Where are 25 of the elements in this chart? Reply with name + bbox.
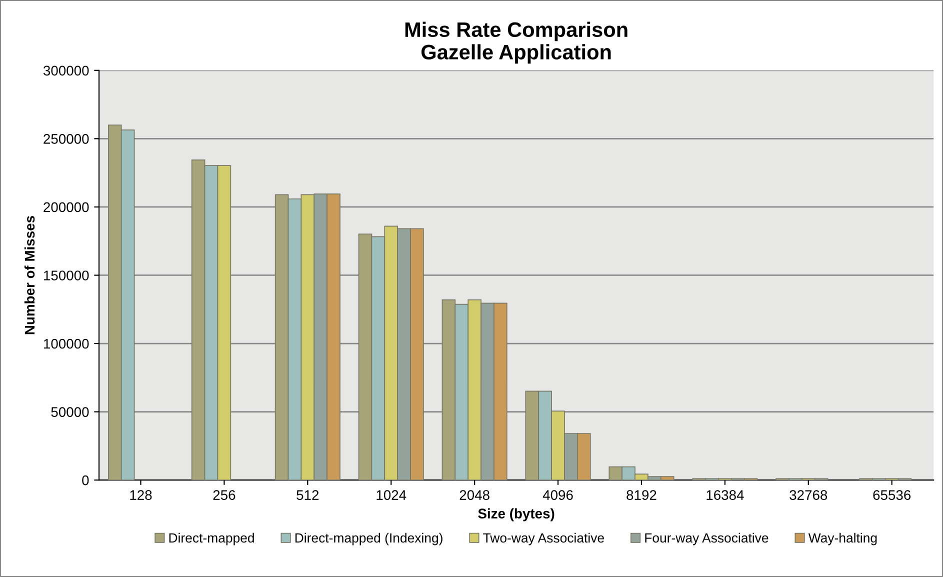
y-tick-label: 100000 (44, 338, 89, 349)
x-tick-label: 2048 (460, 490, 490, 500)
y-tick-label: 150000 (44, 270, 89, 280)
legend-label: Four-way Associative (645, 532, 768, 546)
x-tick-label: 32768 (790, 490, 828, 500)
y-tick-label: 50000 (51, 407, 89, 417)
x-tick-label: 8192 (626, 490, 656, 500)
x-tick-label: 256 (213, 490, 236, 500)
y-axis-title: Number of Misses (24, 216, 35, 334)
legend-label: Way-halting (808, 532, 877, 546)
y-tick-label: 250000 (44, 134, 89, 144)
x-tick-label: 128 (130, 490, 152, 500)
legend-label: Direct-mapped (169, 532, 254, 546)
y-tick-label: 0 (82, 475, 89, 486)
x-tick-label: 16384 (706, 490, 744, 500)
x-tick-label: 512 (296, 490, 319, 500)
x-tick-label: 1024 (376, 490, 406, 500)
x-tick-label: 65536 (873, 490, 911, 500)
x-axis-title: Size (bytes) (478, 508, 554, 522)
chart-title: Miss Rate Comparison Gazelle Application (405, 22, 628, 64)
y-tick-label: 300000 (43, 66, 89, 76)
x-tick-label: 4096 (542, 490, 573, 500)
legend-label: Direct-mapped (Indexing) (295, 532, 442, 546)
legend-label: Two-way Associative (483, 532, 604, 546)
y-tick-label: 200000 (44, 202, 89, 212)
